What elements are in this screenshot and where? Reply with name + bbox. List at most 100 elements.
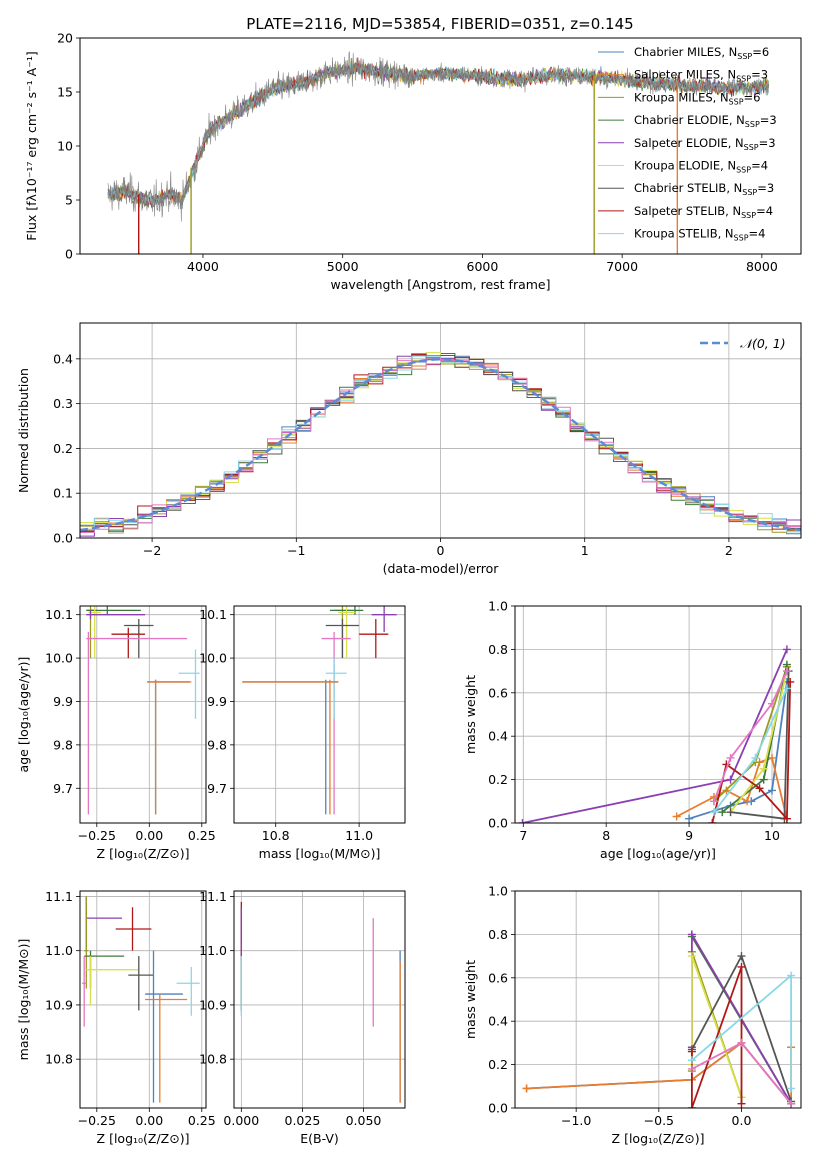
x-axis-label: age [log₁₀(age/yr)] — [600, 846, 716, 861]
weight-point-marker — [786, 677, 795, 686]
panel-mass_vs_Z: −0.25 0.00 0.25 10.8 10.9 11.0 11.1 Z [log₁₀(Z/… — [16, 889, 216, 1146]
weight-point-marker — [759, 764, 768, 773]
weight-point-marker — [767, 786, 776, 795]
x-axis-label: (data-model)/error — [383, 561, 500, 576]
y-tick-label: 15 — [57, 85, 73, 100]
weight-point-marker — [687, 1047, 696, 1056]
x-tick-label: 0.25 — [188, 1113, 216, 1128]
plot-marks — [242, 606, 397, 815]
x-tick-label: 0.00 — [135, 828, 163, 843]
y-tick-label: 0.2 — [53, 441, 73, 456]
plot-frame — [233, 890, 406, 1109]
legend-subscript: SSP — [745, 120, 760, 129]
plot-area — [234, 606, 405, 823]
y-tick-label: 0.8 — [488, 642, 508, 657]
y-tick-label: 0.6 — [488, 970, 508, 985]
weight-point-marker — [737, 952, 746, 961]
weight-point-marker — [718, 808, 727, 817]
x-tick-label: −1.0 — [561, 1113, 591, 1128]
weight-series-line — [713, 670, 788, 802]
weight-point-marker — [687, 930, 696, 939]
panel-age_vs_mass: 10.8 11.0 9.7 9.8 9.9 10.0 10.1 mass [log₁₀(M/M… — [199, 605, 406, 861]
weight-point-marker — [687, 952, 696, 961]
x-tick-label: 0.000 — [223, 1113, 259, 1128]
weight-point-marker — [708, 819, 717, 823]
legend-nssp: =3 — [751, 68, 768, 82]
y-axis-label: mass [log₁₀(M/M⊙)] — [16, 939, 31, 1061]
x-tick-label: 0.25 — [188, 828, 216, 843]
y-tick-label: 9.8 — [53, 737, 73, 752]
plot-frame — [233, 605, 406, 824]
plot-frame — [79, 322, 802, 539]
y-axis-label: mass weight — [463, 675, 478, 754]
panel-residuals: −2 −1 0 1 2 0.0 0.1 0.2 0.3 0.4 (data-model)/error… — [16, 322, 802, 576]
y-tick-label: 10.9 — [45, 997, 73, 1012]
x-axis-label: mass [log₁₀(M/M⊙)] — [259, 846, 381, 861]
plot-frame — [514, 605, 802, 824]
figure-title: PLATE=2116, MJD=53854, FIBERID=0351, z=0… — [246, 15, 633, 33]
y-tick-label: 0.0 — [488, 1101, 508, 1116]
plot-marks — [518, 645, 795, 823]
panel-weight_vs_age: 7 8 9 10 0.0 0.2 0.4 0.6 0.8 1.0 age [log₁₀(age/yr… — [463, 599, 802, 861]
y-tick-label: 9.8 — [207, 737, 227, 752]
legend-nssp: =4 — [751, 159, 768, 173]
legend-label: Salpeter ELODIE, NSSP=3 — [634, 136, 776, 152]
legend-label: Salpeter STELIB, NSSP=4 — [634, 204, 773, 220]
panel-spectrum: 4000 5000 6000 7000 8000 0 5 10 15 20 wavelength [… — [24, 31, 802, 292]
plot-marks — [86, 606, 200, 815]
plot-marks — [107, 51, 769, 254]
y-tick-label: 11.1 — [199, 889, 227, 904]
x-tick-label: 8000 — [746, 259, 778, 274]
y-tick-label: 9.9 — [53, 694, 73, 709]
weight-point-marker — [737, 1099, 746, 1108]
weight-point-marker — [743, 797, 752, 806]
x-tick-label: 0.00 — [135, 1113, 163, 1128]
x-axis-label: Z [log₁₀(Z/Z⊙)] — [97, 846, 190, 861]
x-axis-label: wavelength [Angstrom, rest frame] — [330, 277, 550, 292]
panel-age_vs_Z: −0.25 0.00 0.25 9.7 9.8 9.9 10.0 10.1 Z [log₁₀(Z… — [16, 605, 216, 861]
y-axis-label: Normed distribution — [16, 368, 31, 493]
plot-marks — [522, 930, 796, 1108]
weight-point-marker — [787, 1099, 796, 1108]
x-tick-label: 1 — [581, 543, 589, 558]
y-tick-label: 0.4 — [53, 351, 73, 366]
y-tick-label: 11.0 — [45, 943, 73, 958]
weight-point-marker — [787, 971, 796, 980]
weight-point-marker — [767, 699, 776, 708]
x-tick-label: 8 — [602, 828, 610, 843]
y-tick-label: 9.7 — [53, 781, 73, 796]
plot-marks — [240, 901, 401, 1103]
y-axis-label: age [log₁₀(age/yr)] — [16, 657, 31, 773]
x-tick-label: 0.0 — [732, 1113, 752, 1128]
legend-label: Salpeter MILES, NSSP=3 — [634, 68, 768, 84]
x-tick-label: −2 — [143, 543, 161, 558]
plot-marks — [82, 896, 200, 1103]
legend-subscript: SSP — [736, 166, 751, 175]
y-tick-label: 20 — [57, 31, 73, 46]
weight-point-marker — [709, 797, 718, 806]
plot-area — [234, 891, 405, 1108]
panel-mass_vs_ebv: 0.000 0.025 0.050 10.8 10.9 11.0 11.1 E(B-V) — [199, 889, 406, 1146]
x-tick-label: 0.025 — [285, 1113, 321, 1128]
y-tick-label: 10.9 — [199, 997, 227, 1012]
weight-point-marker — [687, 1104, 696, 1108]
y-tick-label: 11.0 — [199, 943, 227, 958]
residual-histogram — [80, 357, 801, 538]
legend-nssp: =3 — [757, 181, 774, 195]
x-axis-label: Z [log₁₀(Z/Z⊙)] — [97, 1131, 190, 1146]
x-tick-label: 9 — [685, 828, 693, 843]
weight-point-marker — [767, 753, 776, 762]
legend-label: Chabrier ELODIE, NSSP=3 — [634, 113, 777, 129]
legend-label: Chabrier MILES, NSSP=6 — [634, 45, 769, 61]
legend-nssp: =6 — [752, 45, 769, 59]
y-tick-label: 0.2 — [488, 772, 508, 787]
y-tick-label: 11.1 — [45, 889, 73, 904]
x-tick-label: 10.8 — [262, 828, 290, 843]
legend-label: Chabrier STELIB, NSSP=3 — [634, 181, 774, 197]
x-tick-label: 7000 — [606, 259, 638, 274]
y-axis-label: Flux [fλ10⁻¹⁷ erg cm⁻² s⁻¹ A⁻¹] — [24, 51, 39, 240]
weight-point-marker — [782, 645, 791, 654]
x-tick-label: −0.25 — [78, 828, 116, 843]
weight-point-marker — [726, 753, 735, 762]
x-tick-label: 0 — [437, 543, 445, 558]
